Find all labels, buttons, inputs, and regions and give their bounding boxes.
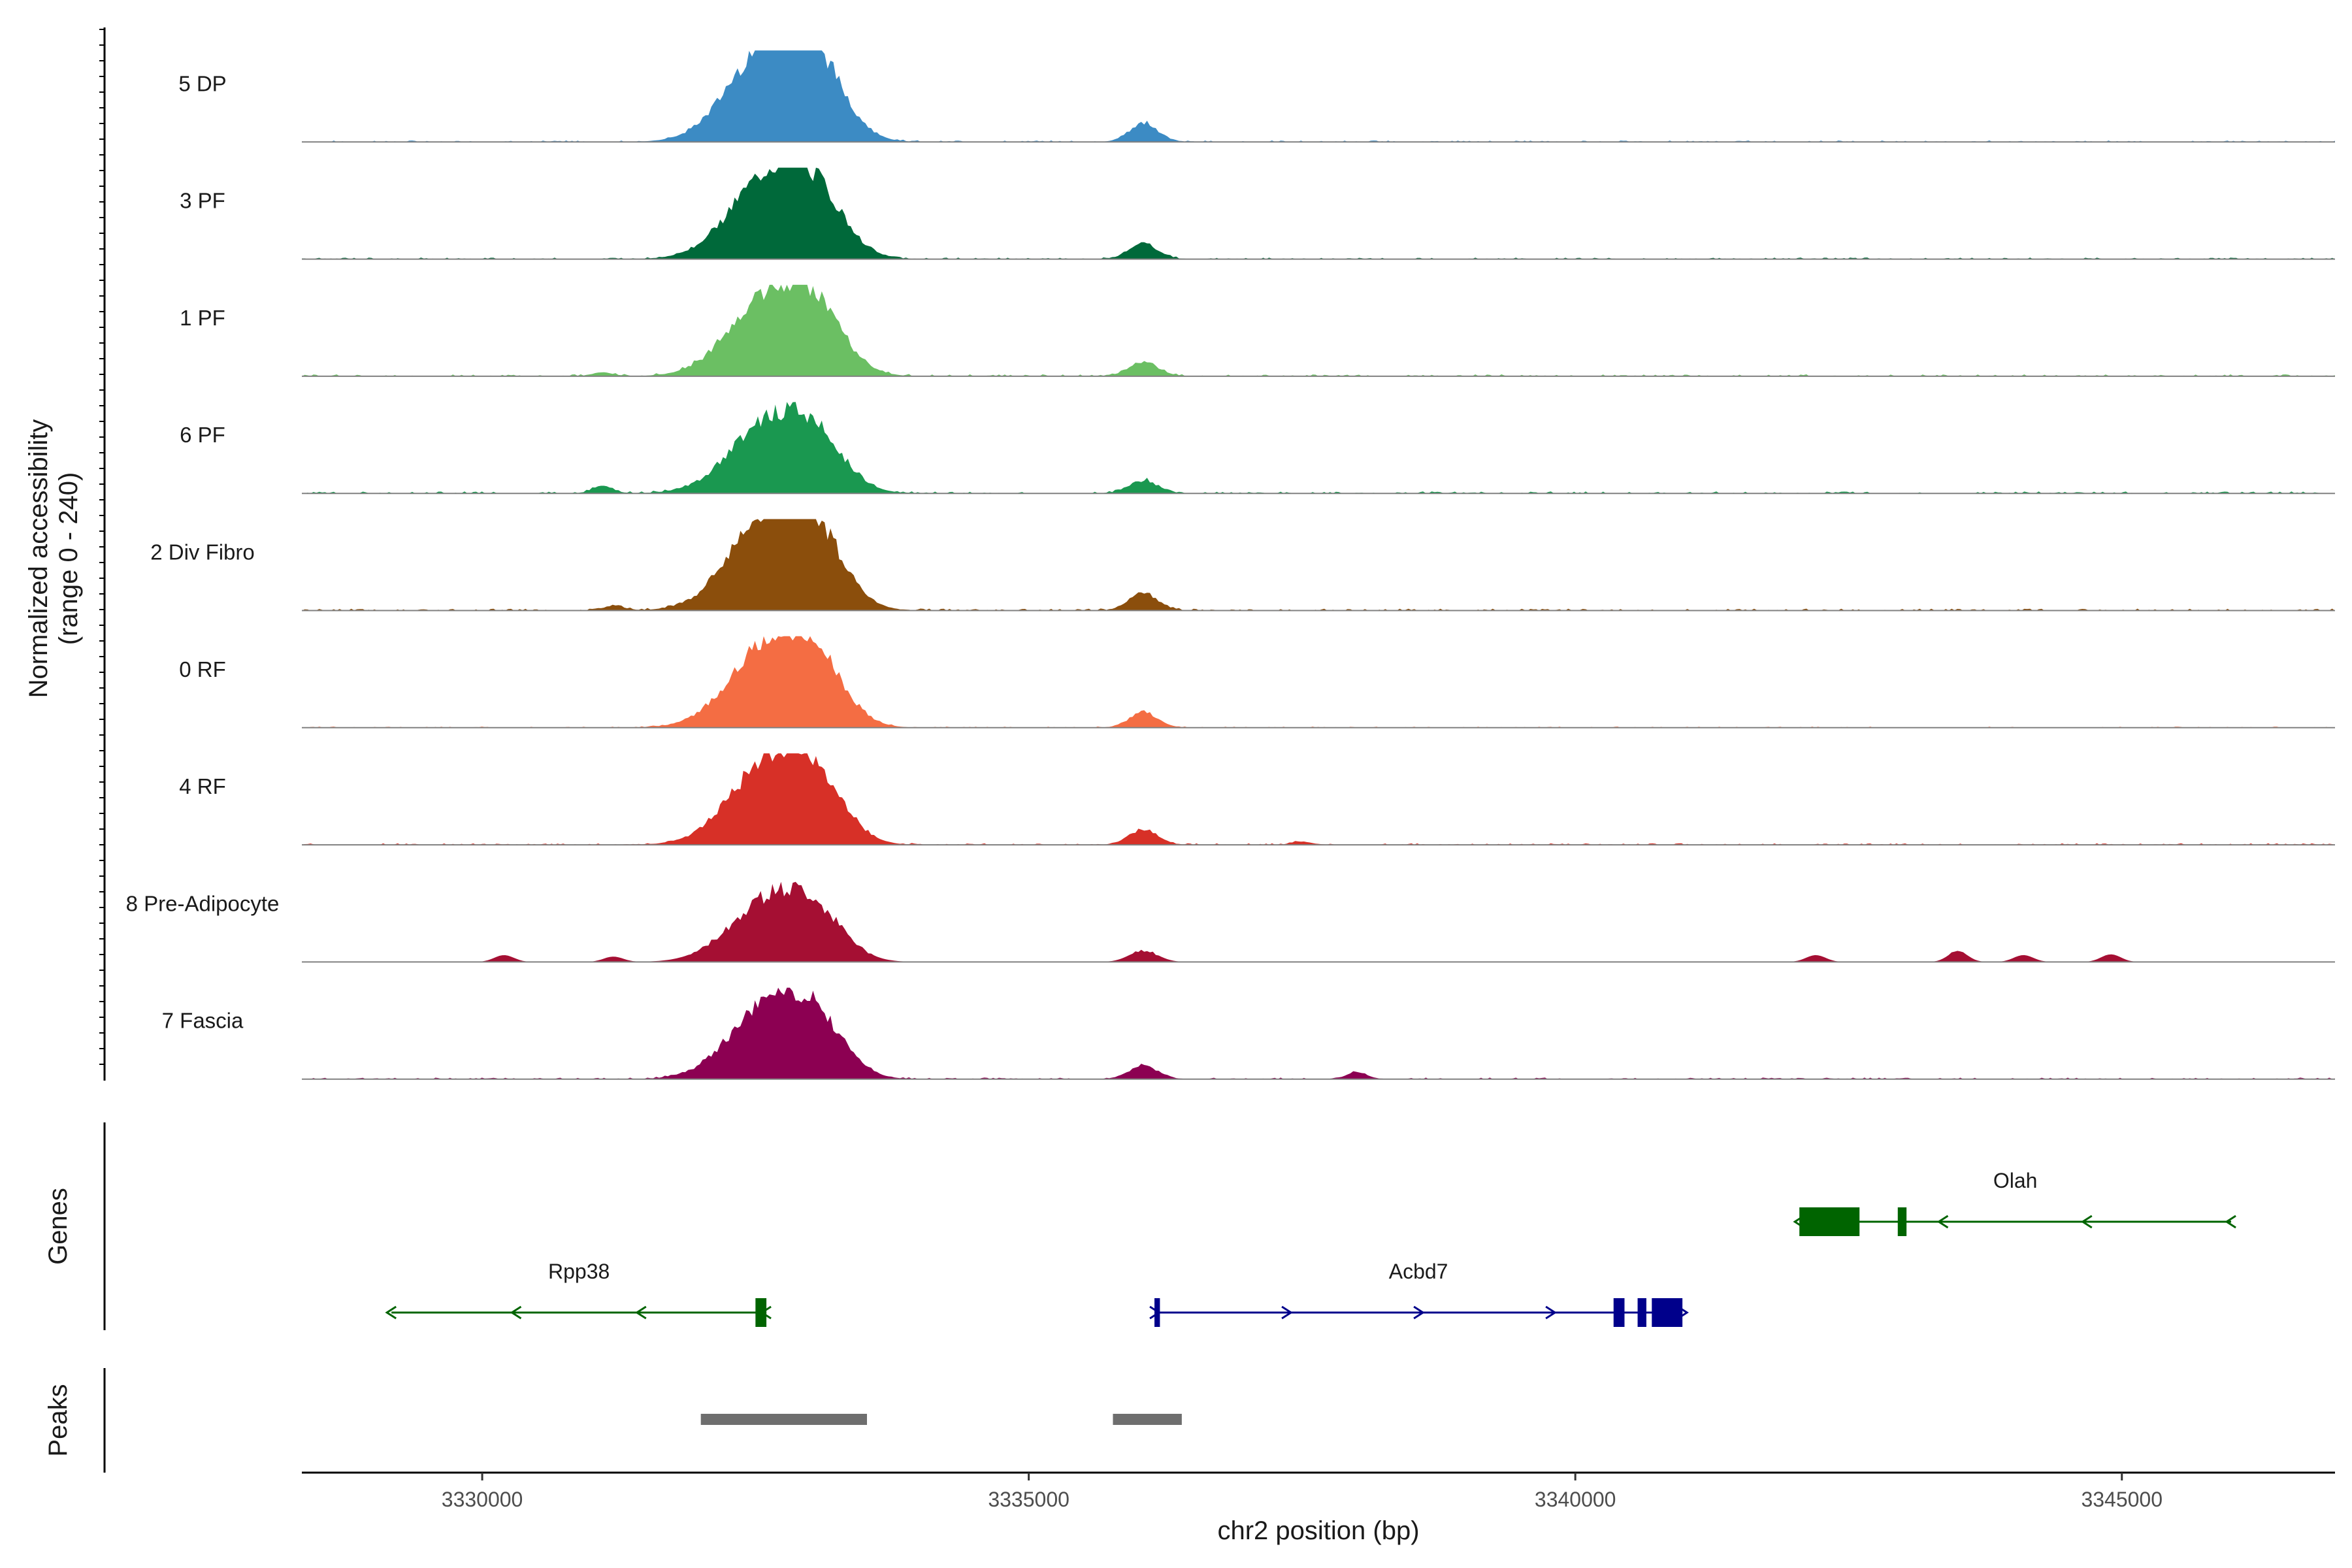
- peak-region: [1113, 1414, 1182, 1425]
- y-axis: [99, 27, 106, 1081]
- coverage-area: [302, 636, 2335, 728]
- strand-chevron: [2080, 1215, 2093, 1229]
- strand-chevron: [1281, 1305, 1293, 1320]
- gene-acbd7: Acbd7: [1149, 1260, 1689, 1327]
- x-tick-label: 3340000: [1535, 1488, 1616, 1511]
- gene-rpp38: Rpp38: [385, 1260, 772, 1327]
- coverage-area: [302, 284, 2335, 376]
- exon: [755, 1298, 767, 1327]
- strand-chevron: [510, 1305, 522, 1320]
- track-label: 5 DP: [178, 71, 226, 95]
- peaks-panel-label: Peaks: [44, 1384, 73, 1456]
- strand-chevron: [1936, 1215, 1949, 1229]
- gene-models: Rpp38 Acbd7 Olah: [385, 1169, 2236, 1327]
- coverage-area: [302, 50, 2335, 142]
- track-4-rf: 4 RF: [179, 753, 2335, 846]
- coverage-area: [302, 881, 2335, 962]
- gene-label: Olah: [1993, 1169, 2038, 1192]
- peak-region: [700, 1414, 868, 1425]
- coverage-area: [302, 402, 2335, 494]
- track-label: 3 PF: [180, 189, 225, 213]
- track-8-pre-adipocyte: 8 Pre-Adipocyte: [126, 881, 2335, 963]
- genes-panel-label: Genes: [44, 1188, 73, 1265]
- strand-chevron: [1413, 1305, 1425, 1320]
- gene-label: Acbd7: [1389, 1260, 1448, 1283]
- y-axis-title: Normalized accessibility (range 0 - 240): [24, 419, 83, 698]
- track-label: 6 PF: [180, 423, 225, 447]
- exon: [1613, 1298, 1625, 1327]
- gene-olah: Olah: [1793, 1169, 2236, 1236]
- track-1-pf: 1 PF: [180, 284, 2335, 377]
- exon: [1897, 1207, 1907, 1236]
- track-6-pf: 6 PF: [180, 402, 2335, 495]
- x-tick-label: 3335000: [988, 1488, 1070, 1511]
- coverage-area: [302, 753, 2335, 845]
- exon: [1637, 1298, 1646, 1327]
- track-7-fascia: 7 Fascia: [162, 987, 2335, 1080]
- coverage-area: [302, 987, 2335, 1079]
- y-axis-range-label: (range 0 - 240): [54, 472, 83, 645]
- gene-label: Rpp38: [548, 1260, 610, 1283]
- exon: [1154, 1298, 1160, 1327]
- track-label: 7 Fascia: [162, 1009, 244, 1033]
- coverage-tracks: 5 DP 3 PF 1 PF 6 PF 2 Div Fibro 0 RF 4 RF 8 Pre…: [126, 50, 2335, 1080]
- track-5-dp: 5 DP: [178, 50, 2335, 143]
- track-0-rf: 0 RF: [179, 636, 2335, 728]
- x-tick-label: 3345000: [2081, 1488, 2163, 1511]
- genes-panel: Genes Rpp38 Acbd7 Olah: [44, 1122, 2236, 1330]
- coverage-area: [302, 519, 2335, 611]
- x-axis: chr2 position (bp) 3330000 3335000 3340000…: [302, 1471, 2335, 1545]
- exon: [1652, 1298, 1683, 1327]
- strand-chevron: [2225, 1215, 2236, 1229]
- x-axis-label: chr2 position (bp): [1217, 1516, 1419, 1545]
- track-label: 2 Div Fibro: [150, 540, 255, 564]
- track-label: 4 RF: [179, 774, 226, 798]
- coverage-area: [302, 167, 2335, 259]
- strand-chevron: [1545, 1305, 1557, 1320]
- y-axis-label: Normalized accessibility: [24, 419, 53, 698]
- track-2-div-fibro: 2 Div Fibro: [150, 519, 2335, 612]
- strand-chevron: [635, 1305, 647, 1320]
- track-label: 1 PF: [180, 306, 225, 330]
- peak-regions: [700, 1414, 1182, 1425]
- exon: [1799, 1207, 1860, 1236]
- track-label: 8 Pre-Adipocyte: [126, 891, 280, 915]
- track-label: 0 RF: [179, 657, 226, 681]
- strand-chevron: [385, 1305, 397, 1320]
- x-tick-label: 3330000: [442, 1488, 523, 1511]
- track-3-pf: 3 PF: [180, 167, 2335, 260]
- peaks-panel: Peaks: [44, 1368, 1182, 1473]
